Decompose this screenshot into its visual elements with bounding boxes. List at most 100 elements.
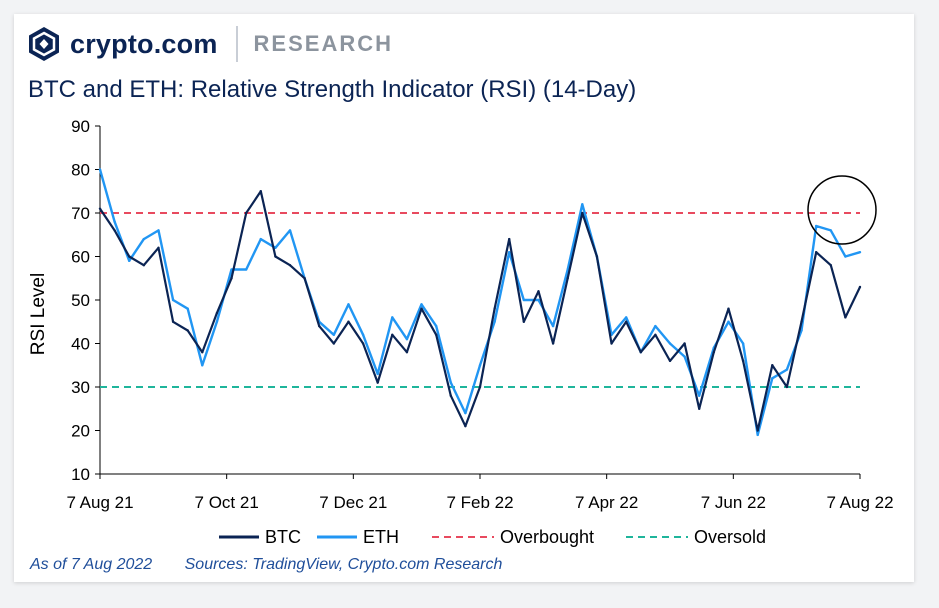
btc-data-point	[478, 385, 482, 389]
btc-data-point	[376, 381, 379, 384]
eth-data-point	[230, 268, 233, 271]
eth-data-point	[186, 307, 189, 310]
chart-title: BTC and ETH: Relative Strength Indicator…	[28, 76, 637, 103]
btc-data-point	[566, 277, 569, 280]
eth-data-point	[449, 381, 452, 384]
btc-data-point	[405, 351, 409, 354]
eth-data-point	[785, 368, 789, 371]
eth-data-point	[259, 237, 262, 241]
eth-data-point	[683, 355, 686, 358]
btc-data-point	[639, 351, 642, 354]
eth-data-point	[566, 268, 569, 271]
btc-data-point	[201, 351, 204, 354]
eth-data-point	[464, 411, 467, 415]
btc-data-point	[814, 250, 818, 254]
x-tick-label: 7 Feb 22	[446, 493, 513, 512]
section-label: RESEARCH	[253, 31, 394, 56]
legend-label-oversold: Oversold	[694, 527, 766, 547]
eth-data-point	[551, 324, 555, 328]
btc-data-point	[829, 264, 832, 267]
btc-data-point	[303, 277, 306, 280]
btc-data-point	[771, 364, 774, 367]
footer: As of 7 Aug 2022 Sources: TradingView, C…	[30, 556, 530, 574]
eth-data-point	[493, 320, 496, 323]
eth-data-point	[376, 372, 379, 376]
eth-data-point	[434, 324, 438, 328]
btc-data-point	[113, 229, 116, 232]
btc-data-point	[142, 264, 146, 267]
btc-data-point	[610, 342, 613, 345]
y-axis-label: RSI Level	[28, 273, 49, 355]
btc-data-point	[522, 320, 526, 323]
btc-data-point	[551, 342, 555, 345]
btc-data-point	[98, 207, 102, 210]
x-tick-label: 7 Jun 22	[701, 493, 766, 512]
eth-data-point	[361, 333, 365, 336]
eth-data-point	[756, 433, 759, 437]
legend-label-btc: BTC	[265, 527, 301, 547]
eth-data-point	[274, 246, 277, 249]
eth-data-point	[508, 250, 511, 254]
eth-data-point	[171, 298, 175, 302]
btc-data-point	[274, 255, 277, 258]
brand-header: crypto.com RESEARCH	[26, 24, 393, 64]
eth-data-point	[771, 377, 774, 380]
btc-data-point	[186, 329, 189, 332]
legend-label-eth: ETH	[363, 527, 399, 547]
y-tick-label: 80	[71, 161, 90, 180]
sources-note: Sources: TradingView, Crypto.com Researc…	[184, 556, 503, 573]
btc-data-point	[434, 333, 438, 336]
btc-series-line	[99, 190, 861, 432]
y-tick-label: 90	[71, 117, 90, 136]
btc-data-point	[581, 211, 584, 215]
btc-data-point	[464, 424, 467, 428]
btc-data-point	[683, 342, 686, 345]
btc-data-point	[800, 320, 803, 323]
btc-data-point	[844, 316, 847, 319]
btc-data-point	[493, 307, 496, 310]
btc-data-point	[668, 359, 672, 363]
y-tick-label: 10	[71, 465, 90, 484]
x-tick-label: 7 Aug 21	[66, 493, 133, 512]
btc-data-point	[698, 407, 701, 410]
btc-data-point	[244, 211, 248, 215]
x-tick-label: 7 Oct 21	[195, 493, 259, 512]
y-tick-label: 20	[71, 422, 90, 441]
crypto-com-logo-icon	[29, 27, 59, 61]
btc-data-point	[654, 333, 657, 336]
btc-data-point	[347, 320, 350, 323]
y-tick-label: 60	[71, 248, 90, 267]
as-of-date: As of 7 Aug 2022	[30, 556, 153, 573]
x-tick-label: 7 Aug 22	[826, 493, 893, 512]
eth-data-point	[244, 268, 248, 271]
btc-data-point	[785, 385, 789, 389]
btc-data-point	[858, 285, 862, 289]
btc-data-point	[727, 307, 730, 310]
y-tick-label: 50	[71, 291, 90, 310]
btc-data-point	[595, 255, 599, 258]
btc-data-point	[712, 351, 716, 354]
eth-data-point	[727, 320, 730, 323]
x-axis: 7 Aug 21 7 Oct 21 7 Dec 21 7 Feb 22 7 Apr 22…	[66, 473, 894, 512]
btc-data-point	[288, 264, 292, 267]
eth-data-point	[157, 229, 160, 232]
btc-data-point	[230, 277, 233, 280]
eth-data-point	[698, 394, 701, 397]
btc-data-point	[128, 255, 131, 258]
btc-data-point	[259, 190, 262, 193]
eth-data-point	[128, 259, 131, 263]
btc-data-point	[332, 342, 336, 345]
btc-data-point	[756, 429, 759, 432]
chart-card: crypto.com RESEARCH BTC and ETH: Relativ…	[14, 14, 914, 582]
x-tick-label: 7 Dec 21	[319, 493, 387, 512]
btc-data-point	[215, 311, 219, 315]
btc-data-point	[537, 290, 540, 293]
btc-data-point	[449, 394, 452, 397]
eth-data-point	[288, 229, 292, 232]
btc-data-point	[624, 320, 628, 323]
eth-data-point	[741, 342, 745, 345]
y-axis: 10 20 30 40 50 60 70 80 90	[71, 117, 101, 484]
eth-data-point	[800, 329, 803, 332]
eth-data-point	[522, 298, 526, 302]
brand-name: crypto.com	[70, 28, 218, 59]
